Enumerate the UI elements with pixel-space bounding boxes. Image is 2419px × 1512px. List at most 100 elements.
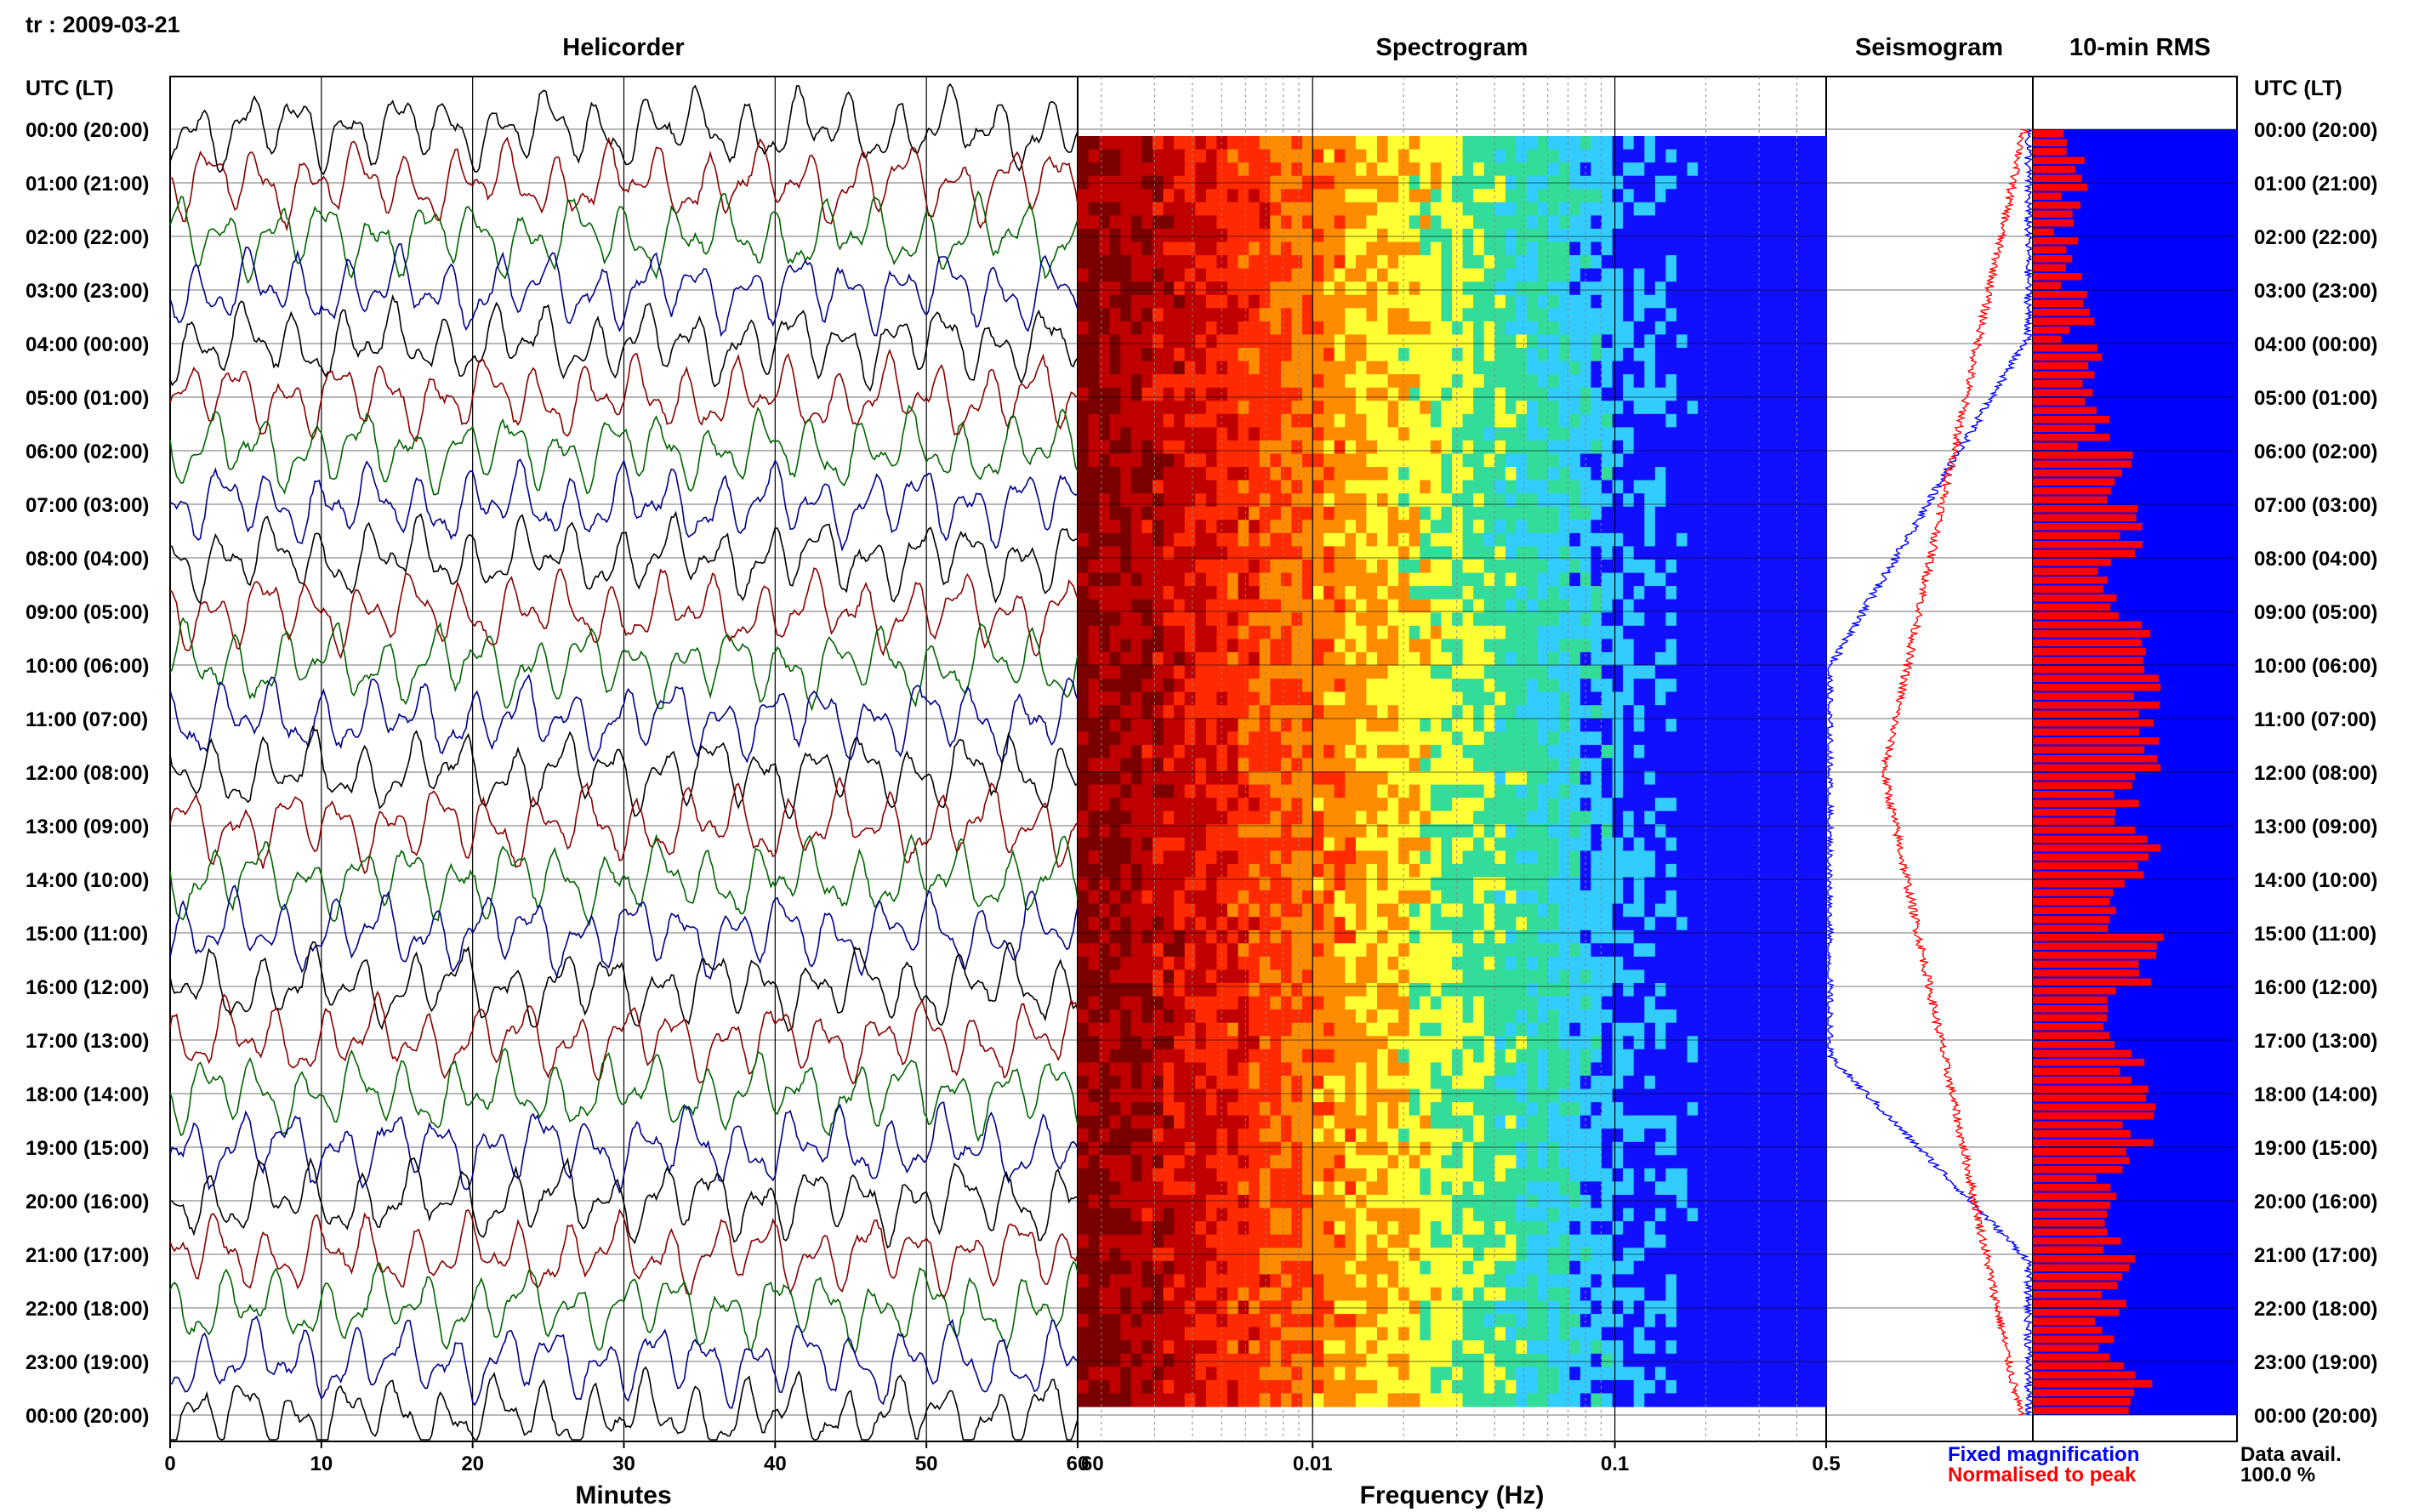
spectrogram-cell — [1366, 560, 1378, 574]
spectrogram-cell — [1409, 718, 1420, 732]
spectrogram-cell — [1174, 506, 1186, 520]
spectrogram-cell — [1420, 784, 1431, 799]
spectrogram-cell — [1409, 996, 1420, 1010]
spectrogram-cell — [1676, 1009, 1688, 1024]
spectrogram-cell — [1184, 149, 1196, 163]
spectrogram-cell — [1387, 639, 1399, 653]
spectrogram-cell — [1698, 850, 1710, 865]
spectrogram-cell — [1687, 1049, 1699, 1063]
spectrogram-cell — [1773, 1022, 1784, 1037]
spectrogram-cell — [1494, 798, 1506, 812]
spectrogram-cell — [1227, 361, 1239, 375]
spectrogram-cell — [1109, 877, 1121, 891]
spectrogram-cell — [1698, 810, 1710, 825]
spectrogram-cell — [1216, 228, 1228, 243]
spectrogram-cell — [1505, 929, 1517, 944]
spectrogram-cell — [1676, 929, 1688, 944]
spectrogram-cell — [1409, 586, 1420, 600]
spectrogram-cell — [1302, 943, 1314, 958]
spectrogram-cell — [1623, 361, 1635, 375]
spectrogram-cell — [1249, 281, 1261, 296]
spectrogram-cell — [1130, 771, 1143, 786]
spectrogram-cell — [1783, 162, 1795, 177]
spectrogram-cell — [1334, 520, 1346, 534]
spectrogram-cell — [1579, 1009, 1592, 1024]
spectrogram-cell — [1505, 467, 1517, 481]
spectrogram-cell — [1591, 506, 1602, 520]
spectrogram-cell — [1227, 215, 1239, 230]
spectrogram-cell — [1088, 162, 1100, 177]
spectrogram-cell — [1558, 572, 1570, 587]
spectrogram-cell — [1130, 890, 1143, 905]
spectrogram-cell — [1334, 639, 1346, 653]
spectrogram-cell — [1377, 506, 1389, 520]
spectrogram-cell — [1537, 467, 1549, 481]
spectrogram-cell — [1473, 771, 1485, 786]
spectrogram-cell — [1698, 771, 1710, 786]
spectrogram-cell — [1430, 281, 1443, 296]
spectrogram-cell — [1345, 189, 1357, 203]
spectrogram-cell — [1259, 440, 1271, 455]
spectrogram-cell — [1473, 228, 1485, 243]
spectrogram-cell — [1602, 228, 1614, 243]
spectrogram-cell — [1238, 586, 1249, 600]
spectrogram-cell — [1441, 877, 1453, 891]
spectrogram-cell — [1216, 798, 1228, 812]
spectrogram-cell — [1195, 427, 1207, 441]
spectrogram-cell — [1387, 453, 1399, 468]
spectrogram-cell — [1227, 599, 1239, 613]
spectrogram-cell — [1270, 361, 1282, 375]
spectrogram-cell — [1527, 149, 1539, 163]
spectrogram-cell — [1462, 903, 1474, 918]
spectrogram-cell — [1345, 281, 1357, 296]
spectrogram-cell — [1302, 294, 1314, 309]
spectrogram-cell — [1794, 705, 1806, 719]
spectrogram-cell — [1366, 202, 1378, 216]
spectrogram-cell — [1109, 480, 1121, 494]
spectrogram-cell — [1698, 149, 1710, 163]
spectrogram-cell — [1687, 651, 1699, 667]
spectrogram-cell — [1430, 427, 1443, 441]
spectrogram-cell — [1483, 586, 1495, 600]
spectrogram-cell — [1141, 242, 1153, 256]
spectrogram-cell — [1708, 679, 1720, 693]
spectrogram-cell — [1548, 1062, 1560, 1077]
spectrogram-cell — [1644, 744, 1656, 759]
spectrogram-cell — [1623, 560, 1635, 574]
spectrogram-cell — [1249, 890, 1261, 905]
spectrogram-cell — [1302, 969, 1314, 984]
spectrogram-cell — [1537, 731, 1549, 746]
spectrogram-cell — [1227, 374, 1239, 389]
spectrogram-cell — [1099, 361, 1111, 375]
spectrogram-cell — [1420, 599, 1431, 613]
spectrogram-cell — [1527, 798, 1539, 812]
spectrogram-cell — [1355, 1009, 1368, 1024]
spectrogram-cell — [1120, 427, 1132, 441]
spectrogram-cell — [1366, 136, 1378, 151]
spectrogram-cell — [1174, 228, 1186, 243]
spectrogram-cell — [1783, 850, 1795, 865]
spectrogram-cell — [1345, 929, 1357, 944]
spectrogram-cell — [1623, 294, 1635, 309]
spectrogram-cell — [1078, 798, 1090, 812]
spectrogram-cell — [1270, 189, 1282, 203]
spectrogram-cell — [1644, 599, 1656, 613]
spectrogram-cell — [1409, 294, 1420, 309]
spectrogram-cell — [1205, 560, 1218, 574]
spectrogram-cell — [1462, 334, 1474, 349]
spectrogram-cell — [1420, 651, 1431, 667]
spectrogram-cell — [1270, 810, 1282, 825]
spectrogram-cell — [1088, 586, 1100, 600]
spectrogram-cell — [1109, 202, 1121, 216]
spectrogram-cell — [1537, 453, 1549, 468]
spectrogram-cell — [1473, 612, 1485, 627]
spectrogram-cell — [1099, 532, 1111, 548]
spectrogram-cell — [1654, 996, 1667, 1010]
spectrogram-cell — [1815, 189, 1827, 203]
spectrogram-cell — [1516, 651, 1528, 667]
spectrogram-cell — [1355, 956, 1368, 971]
spectrogram-cell — [1130, 586, 1143, 600]
spectrogram-cell — [1505, 744, 1517, 759]
spectrogram-cell — [1804, 572, 1817, 587]
spectrogram-cell — [1452, 268, 1464, 282]
